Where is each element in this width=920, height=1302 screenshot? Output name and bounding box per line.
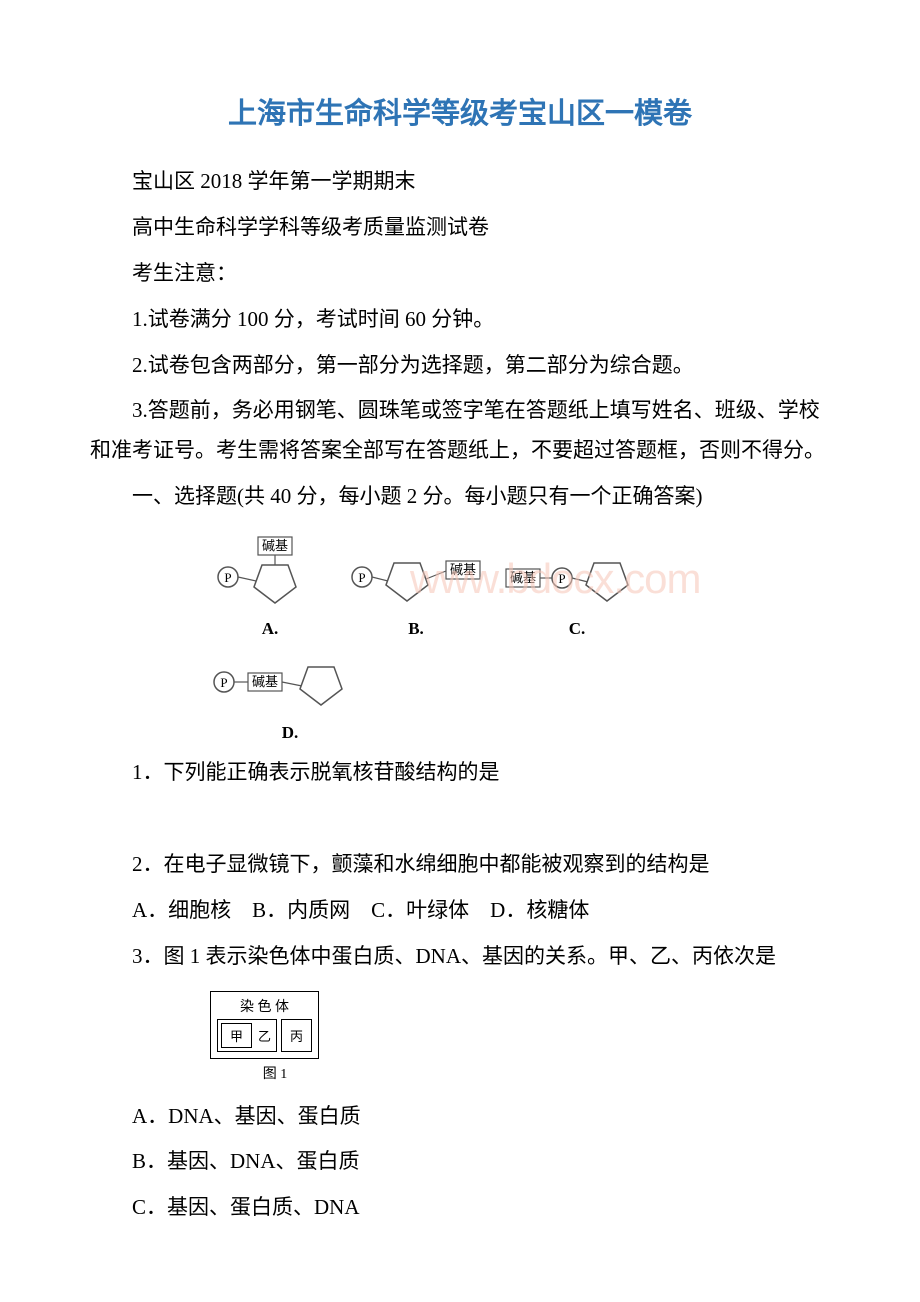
notice-1: 1.试卷满分 100 分，考试时间 60 分钟。: [90, 300, 830, 340]
option-label-a: A.: [210, 619, 330, 639]
question-2-options: A．细胞核 B．内质网 C．叶绿体 D．核糖体: [90, 891, 830, 931]
fig1-outer-label: 染 色 体: [217, 996, 312, 1016]
svg-text:碱基: 碱基: [252, 674, 278, 689]
fig1-jia: 甲: [221, 1023, 252, 1048]
figure-1: 染 色 体 甲 乙 丙 图 1: [210, 991, 830, 1083]
q3-option-c: C．基因、蛋白质、DNA: [90, 1188, 830, 1228]
fig1-bing: 丙: [281, 1019, 312, 1052]
svg-text:碱基: 碱基: [510, 570, 536, 585]
page-title: 上海市生命科学等级考宝山区一模卷: [90, 90, 830, 132]
spacer: [90, 799, 830, 839]
option-label-b: B.: [346, 619, 486, 639]
fig1-yi: 乙: [256, 1023, 273, 1048]
svg-text:P: P: [220, 675, 227, 690]
question-1: 1．下列能正确表示脱氧核苷酸结构的是: [90, 753, 830, 793]
nucleotide-diagram-row: www.bdocx.com 碱基 P A. P 碱基 B. 碱基: [210, 535, 830, 743]
q3-option-b: B．基因、DNA、蛋白质: [90, 1142, 830, 1182]
svg-text:碱基: 碱基: [450, 562, 476, 577]
q3-option-a: A．DNA、基因、蛋白质: [90, 1097, 830, 1137]
exam-subject-line: 高中生命科学学科等级考质量监测试卷: [90, 208, 830, 248]
fig1-caption: 图 1: [210, 1063, 340, 1083]
nucleotide-option-d: P 碱基 D.: [210, 639, 370, 743]
nucleotide-option-a: 碱基 P A.: [210, 535, 330, 639]
option-label-d: D.: [210, 723, 370, 743]
svg-text:P: P: [558, 571, 565, 586]
nucleotide-option-b: P 碱基 B.: [346, 535, 486, 639]
notice-2: 2.试卷包含两部分，第一部分为选择题，第二部分为综合题。: [90, 346, 830, 386]
question-3-stem: 3．图 1 表示染色体中蛋白质、DNA、基因的关系。甲、乙、丙依次是: [90, 937, 830, 977]
nucleotide-option-c: 碱基 P C.: [502, 535, 652, 639]
base-label: 碱基: [262, 538, 288, 553]
phosphate-label: P: [224, 570, 231, 585]
svg-text:P: P: [358, 570, 365, 585]
exam-district-line: 宝山区 2018 学年第一学期期末: [90, 162, 830, 202]
notice-3: 3.答题前，务必用钢笔、圆珠笔或签字笔在答题纸上填写姓名、班级、学校和准考证号。…: [90, 391, 830, 471]
option-label-c: C.: [502, 619, 652, 639]
notice-label: 考生注意：: [90, 254, 830, 294]
question-2-stem: 2．在电子显微镜下，颤藻和水绵细胞中都能被观察到的结构是: [90, 845, 830, 885]
section-1-heading: 一、选择题(共 40 分，每小题 2 分。每小题只有一个正确答案): [90, 477, 830, 517]
